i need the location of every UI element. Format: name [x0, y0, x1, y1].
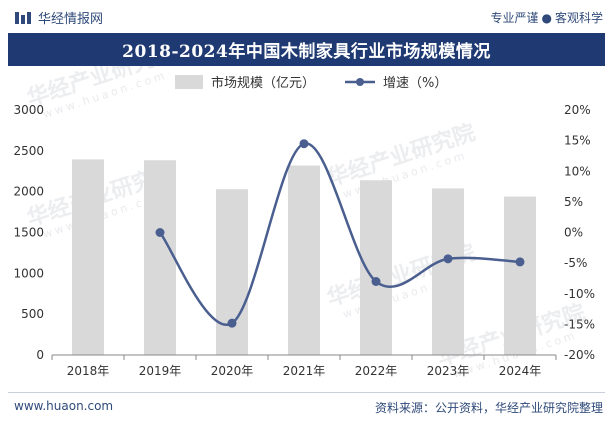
- y-left-tick-label: 1500: [13, 226, 44, 240]
- legend-bar-swatch: [175, 75, 203, 89]
- y-left-tick-label: 1000: [13, 266, 44, 280]
- bar: [216, 189, 248, 355]
- slogan-left: 专业严谨: [490, 11, 539, 25]
- growth-point: [371, 277, 381, 286]
- x-tick-label: 2023年: [427, 364, 470, 378]
- growth-point: [443, 254, 453, 264]
- legend-bar-label: 市场规模（亿元）: [211, 75, 315, 91]
- chart: 华经产业研究院www.huaon.com华经产业研究院www.huaon.com…: [13, 66, 595, 381]
- brand[interactable]: 华经情报网: [14, 8, 103, 27]
- slogan-dot: ●: [541, 11, 552, 25]
- bar: [72, 159, 104, 355]
- growth-point: [299, 139, 309, 149]
- legend-line-marker: [356, 78, 364, 86]
- x-tick-label: 2022年: [355, 364, 398, 378]
- y-left-tick-label: 500: [21, 307, 44, 321]
- y-right-tick-label: -15%: [564, 317, 595, 331]
- y-right-tick-label: 10%: [564, 164, 591, 178]
- header-bar: 华经情报网 专业严谨 ● 客观科学: [0, 0, 613, 33]
- bar: [144, 160, 176, 355]
- y-right-tick-label: -20%: [564, 348, 595, 362]
- y-right-tick-label: 15%: [564, 134, 591, 148]
- x-tick-label: 2021年: [283, 364, 326, 378]
- y-right-tick-label: 0%: [564, 226, 583, 240]
- y-right-tick-label: -5%: [564, 256, 587, 270]
- bar: [432, 188, 464, 355]
- legend-line-label: 增速（%）: [383, 76, 447, 91]
- y-left-tick-label: 2000: [13, 185, 44, 199]
- growth-point: [515, 257, 525, 267]
- footer-source: 资料来源：公开资料，华经产业研究院整理: [374, 401, 603, 415]
- y-left-tick-label: 0: [36, 348, 44, 362]
- y-right-tick-label: -10%: [564, 287, 595, 301]
- growth-point: [155, 228, 165, 237]
- footer-website[interactable]: www.huaon.com: [14, 399, 114, 413]
- y-left-tick-label: 3000: [13, 103, 44, 117]
- bar: [288, 165, 320, 355]
- chart-title-bar: 2018-2024年中国木制家具行业市场规模情况: [8, 33, 605, 66]
- y-right-tick-label: 5%: [564, 195, 583, 209]
- x-tick-label: 2020年: [211, 364, 254, 378]
- x-tick-label: 2019年: [139, 364, 182, 378]
- brand-name: 华经情报网: [38, 12, 104, 27]
- growth-point: [227, 318, 237, 328]
- bar: [504, 196, 536, 355]
- x-tick-label: 2024年: [499, 364, 542, 378]
- footer-divider: [8, 392, 605, 393]
- slogan: 专业严谨 ● 客观科学: [490, 9, 603, 26]
- y-left-tick-label: 2500: [13, 144, 44, 158]
- brand-logo-icon: [15, 11, 31, 24]
- y-right-tick-label: 20%: [564, 103, 591, 117]
- chart-title: 2018-2024年中国木制家具行业市场规模情况: [122, 42, 491, 62]
- x-tick-label: 2018年: [67, 364, 110, 378]
- slogan-right: 客观科学: [554, 11, 603, 25]
